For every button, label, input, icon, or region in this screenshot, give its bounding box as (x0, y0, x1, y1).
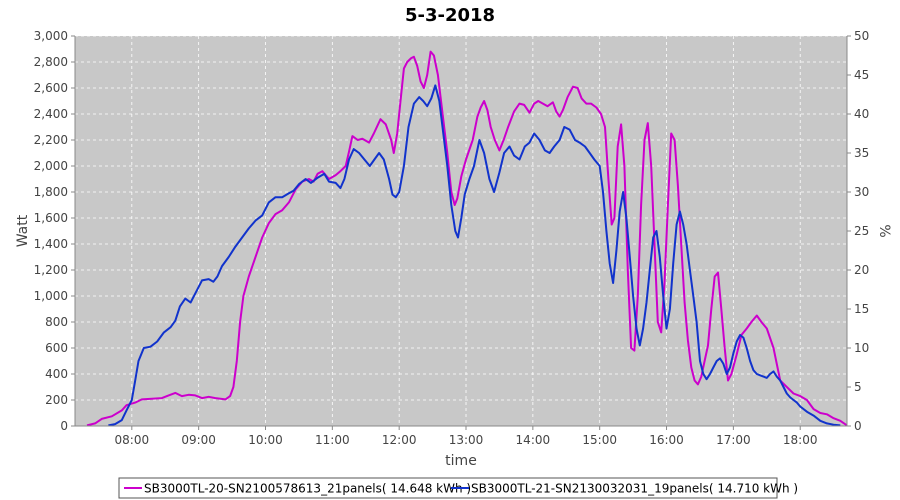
x-tick-label: 12:00 (382, 433, 417, 447)
y2-tick-label: 20 (854, 263, 869, 277)
y2-tick-label: 30 (854, 185, 869, 199)
legend-box (118, 477, 778, 499)
y2-tick-label: 5 (854, 380, 862, 394)
y-tick-label: 800 (45, 315, 68, 329)
y-tick-label: 2,400 (34, 107, 68, 121)
y-axis-title: Watt (15, 214, 31, 247)
y-tick-label: 0 (60, 419, 68, 433)
y-tick-label: 2,800 (34, 55, 68, 69)
legend: SB3000TL-20-SN2100578613_21panels( 14.64… (118, 477, 798, 499)
x-tick-label: 18:00 (783, 433, 818, 447)
x-axis-title: time (445, 453, 477, 469)
chart-title: 5-3-2018 (405, 5, 495, 26)
y2-tick-label: 35 (854, 146, 869, 160)
y-tick-label: 1,600 (34, 211, 68, 225)
y2-tick-label: 10 (854, 341, 869, 355)
x-tick-label: 11:00 (315, 433, 350, 447)
y-tick-label: 2,000 (34, 159, 68, 173)
y-tick-label: 3,000 (34, 29, 68, 43)
y2-axis-title: % (876, 224, 892, 237)
y-tick-label: 1,000 (34, 289, 68, 303)
y-tick-label: 1,400 (34, 237, 68, 251)
x-tick-label: 14:00 (516, 433, 551, 447)
y-tick-label: 1,800 (34, 185, 68, 199)
y2-axis-ticks: 0 5 10 15 20 25 30 35 40 45 50 (847, 29, 869, 433)
x-tick-label: 17:00 (716, 433, 751, 447)
y2-tick-label: 0 (854, 419, 862, 433)
x-axis-ticks: 08:00 09:00 10:00 11:00 12:00 13:00 14:00 15:00… (115, 426, 818, 447)
series-line-1 (86, 50, 848, 427)
series-layer (86, 50, 848, 427)
x-tick-label: 16:00 (649, 433, 684, 447)
x-tick-label: 09:00 (181, 433, 216, 447)
y-tick-label: 2,600 (34, 81, 68, 95)
y2-tick-label: 40 (854, 107, 869, 121)
grid-lines (75, 35, 847, 427)
y-tick-label: 600 (45, 341, 68, 355)
series-line-2 (108, 84, 841, 427)
y2-tick-label: 15 (854, 302, 869, 316)
y2-tick-label: 25 (854, 224, 869, 238)
y-tick-label: 1,200 (34, 263, 68, 277)
y2-tick-label: 45 (854, 68, 869, 82)
x-tick-label: 15:00 (582, 433, 617, 447)
x-tick-label: 13:00 (449, 433, 484, 447)
x-tick-label: 10:00 (248, 433, 283, 447)
x-tick-label: 08:00 (115, 433, 150, 447)
y-tick-label: 200 (45, 393, 68, 407)
legend-label: SB3000TL-21-SN2130032031_19panels( 14.71… (471, 482, 798, 496)
legend-label: SB3000TL-20-SN2100578613_21panels( 14.64… (144, 482, 471, 496)
y-tick-label: 400 (45, 367, 68, 381)
y2-tick-label: 50 (854, 29, 869, 43)
y-tick-label: 2,200 (34, 133, 68, 147)
y-axis-ticks: 0 200 400 600 800 1,000 1,200 1,400 1,600 1,800 2,… (34, 29, 75, 433)
plot-area (75, 36, 847, 426)
